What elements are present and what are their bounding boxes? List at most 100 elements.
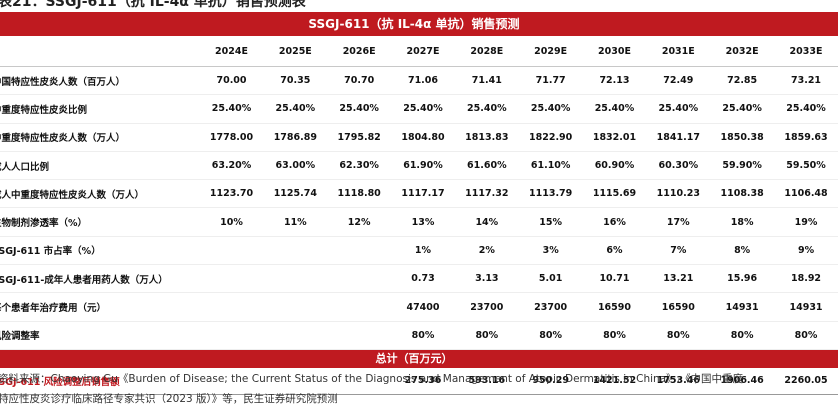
table-cell: 80% [646,321,711,350]
table-cell: 1110.23 [646,179,711,209]
table-cell: 25.40% [391,94,455,124]
table-title: SSGJ-611（抗 IL-4α 单抗）销售预测 [0,12,838,36]
row-label: 中重度特应性皮炎人数（万人） [0,123,200,152]
table-cell: 61.10% [518,151,583,181]
table-cell: 1115.69 [582,179,647,209]
table-cell: 19% [774,207,838,237]
table-cell: 1123.70 [199,179,264,209]
table-cell: 13% [391,207,455,237]
table-cell: 1106.48 [774,179,838,209]
forecast-grid: 2024E 2025E 2026E 2027E 2028E 2029E 2030E 2031E… [0,36,838,350]
table-cell: 16590 [582,292,647,322]
table-cell [199,236,264,266]
table-cell: 80% [518,321,583,350]
table-cell: 61.60% [454,151,519,181]
table-row: 每个患者年治疗费用（元） 47400 23700 23700 16590 16590 149… [0,292,838,322]
table-cell [263,292,328,322]
table-cell: 59.50% [774,151,838,181]
table-cell: 23700 [454,292,519,322]
table-cell: 72.85 [710,66,775,96]
table-cell: 1832.01 [582,123,647,152]
table-cell: 0.73 [391,264,455,294]
header-year-cell: 2030E [582,36,647,67]
table-cell: 63.20% [199,151,264,181]
table-row: 生物制剂渗透率（%） 10% 11% 12% 13% 14% 15% 16% 17% 18% 19% [0,207,838,237]
table-cell: 62.30% [327,151,392,181]
table-cell: 1108.38 [710,179,775,209]
header-year-cell: 2026E [327,36,392,67]
table-cell: 14931 [710,292,775,322]
table-row: SSGJ-611-成年人患者用药人数（万人） 0.73 3.13 5.01 10.71 1… [0,264,838,294]
table-cell: 1841.17 [646,123,711,152]
table-cell: 70.35 [263,66,328,96]
table-cell: 25.40% [327,94,392,124]
table-row: 成人人口比例63.20%63.00%62.30%61.90%61.60%61.1… [0,151,838,181]
table-cell: 1850.38 [710,123,775,152]
row-label: 成人人口比例 [0,151,200,181]
table-cell: 63.00% [263,151,328,181]
table-cell: 25.40% [263,94,328,124]
header-row: 2024E 2025E 2026E 2027E 2028E 2029E 2030E 2031E… [0,36,838,67]
table-cell: 25.40% [710,94,775,124]
header-year-cell: 2025E [263,36,328,67]
row-label: 成人中重度特应性皮炎人数（万人） [0,179,200,209]
row-label: SSGJ-611 市占率（%） [0,236,200,266]
table-cell: 18.92 [774,264,838,294]
table-cell: 72.13 [582,66,647,96]
total-cell: 950.29 [532,375,569,387]
table-cell: 15.96 [710,264,775,294]
table-cell: 1804.80 [391,123,455,152]
table-cell: 25.40% [582,94,647,124]
table-cell: 15% [518,207,583,237]
table-cell: 25.40% [518,94,583,124]
total-cell: 275.36 [404,375,442,387]
source-line: 特应性皮炎诊疗临床路径专家共识（2023 版）》等，民生证券研究院预测 [0,393,338,405]
total-row-label: SSGJ-611 风险调整后销售额 [0,376,120,388]
total-cell: 1753.46 [656,375,700,387]
table-cell: 1125.74 [263,179,328,209]
table-cell: 3.13 [454,264,519,294]
table-cell: 60.90% [582,151,647,181]
table-cell [263,321,328,350]
header-year-cell: 2033E [774,36,838,67]
row-label: 每个患者年治疗费用（元） [0,292,200,322]
total-cell: 1421.52 [592,375,637,387]
total-cell: 2260.05 [784,375,828,387]
table-cell: 3% [518,236,583,266]
table-cell: 9% [774,236,838,266]
total-cell: 593.16 [468,375,506,387]
table-row: 中重度特应性皮炎比例 25.40% 25.40% 25.40% 25.40% 25.40%… [0,94,838,124]
total-cell: 1906.46 [720,375,764,387]
table-cell: 1117.32 [454,179,519,209]
table-cell: 25.40% [454,94,519,124]
total-header: 总计（百万元） [0,349,838,368]
table-row: 中国特应性皮炎人数（百万人） 70.00 70.35 70.70 71.06 71.41 7… [0,66,838,96]
table-row: 风险调整率80%80%80%80%80%80%80% [0,321,838,350]
table-cell: 1778.00 [199,123,264,152]
table-cell: 25.40% [774,94,838,124]
table-cell: 47400 [391,292,455,322]
row-label: 风险调整率 [0,321,200,350]
header-year-cell: 2032E [710,36,775,67]
row-label: SSGJ-611-成年人患者用药人数（万人） [0,264,200,294]
table-cell [199,321,264,350]
total-grid: SSGJ-611 风险调整后销售额 275.36 593.16 950.29 1421.… [0,368,838,394]
table-cell [199,292,264,322]
table-cell [263,264,328,294]
table-cell: 2% [454,236,519,266]
header-year-cell: 2031E [646,36,711,67]
table-cell: 1795.82 [327,123,392,152]
table-cell: 13.21 [646,264,711,294]
table-cell: 1% [391,236,455,266]
table-cell: 80% [710,321,775,350]
source-note: 资料来源：Chaoying Gu《Burden of Disease; the … [0,369,838,409]
table-cell: 7% [646,236,711,266]
table-cell: 16590 [646,292,711,322]
table-cell: 6% [582,236,647,266]
table-cell: 80% [454,321,519,350]
table-cell [199,264,264,294]
header-year-cell: 2024E [199,36,264,67]
table-cell: 1786.89 [263,123,328,152]
table-cell: 61.90% [391,151,455,181]
table-cell: 16% [582,207,647,237]
